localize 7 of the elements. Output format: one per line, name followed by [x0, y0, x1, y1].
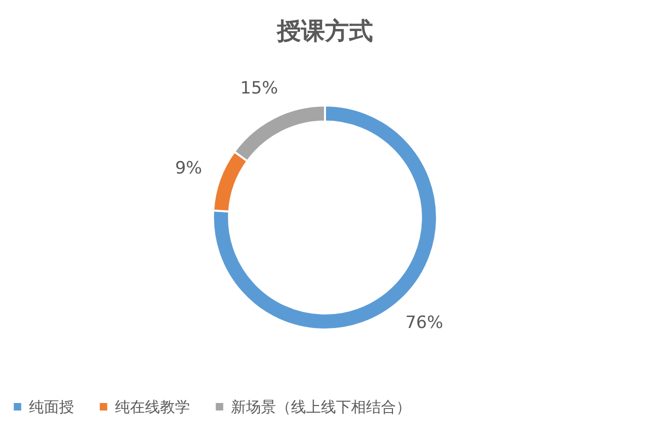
data-label: 76% — [405, 313, 444, 334]
legend-label: 纯面授 — [29, 398, 74, 416]
legend-label: 纯在线教学 — [115, 398, 190, 416]
chart-title: 授课方式 — [276, 17, 373, 45]
legend-label: 新场景（线上线下相结合） — [231, 398, 411, 416]
data-label: 9% — [175, 158, 202, 178]
data-label: 15% — [240, 78, 278, 98]
